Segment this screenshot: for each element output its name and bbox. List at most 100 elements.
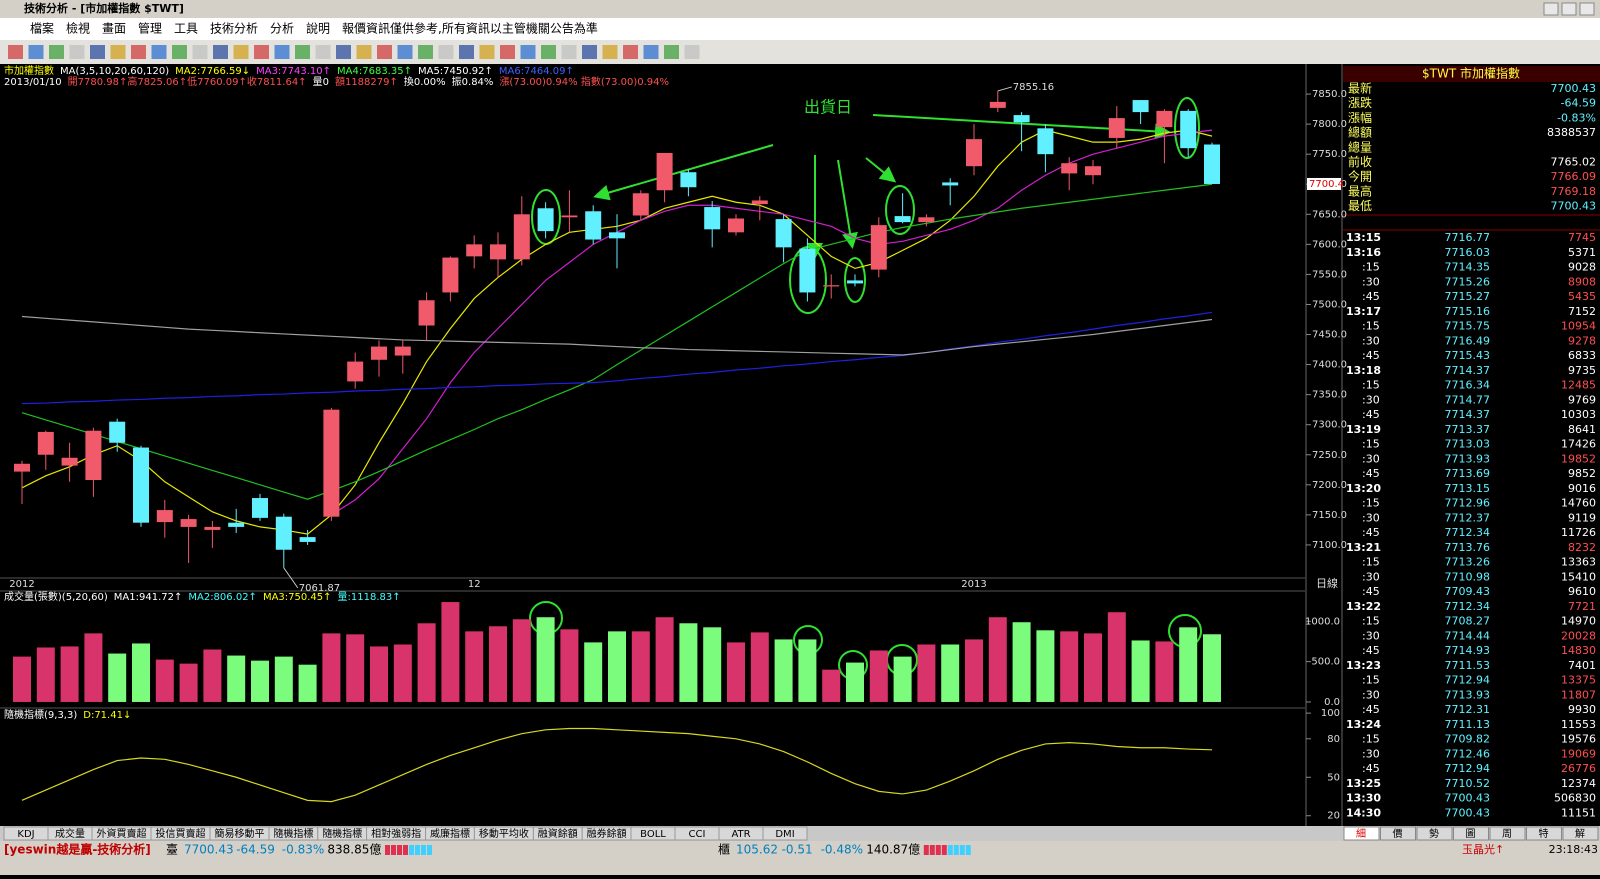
indicator-tab-label[interactable]: 移動平均收 bbox=[479, 827, 529, 840]
toolbar-button[interactable] bbox=[49, 45, 64, 59]
menu-item[interactable]: 說明 bbox=[306, 21, 330, 36]
toolbar-button[interactable] bbox=[336, 45, 351, 59]
candle-body bbox=[656, 152, 673, 191]
indicator-tab-label[interactable]: 隨機指標 bbox=[322, 827, 362, 840]
volume-bar bbox=[489, 626, 507, 702]
menu-item[interactable]: 分析 bbox=[270, 22, 294, 36]
volume-bar bbox=[798, 639, 817, 702]
panel-tab-label[interactable]: 價 bbox=[1393, 827, 1403, 840]
toolbar-button[interactable] bbox=[684, 45, 700, 59]
toolbar-button[interactable] bbox=[643, 45, 659, 59]
indicator-tab-label[interactable]: ATR bbox=[731, 829, 750, 840]
menu-item[interactable]: 檢視 bbox=[66, 21, 90, 36]
maximize-button[interactable] bbox=[1561, 2, 1577, 16]
toolbar-button[interactable] bbox=[418, 45, 433, 59]
indicator-tab[interactable] bbox=[762, 826, 808, 841]
indicator-tab-label[interactable]: DMI bbox=[775, 829, 794, 840]
toolbar-button[interactable] bbox=[479, 45, 495, 59]
toolbar-button[interactable] bbox=[90, 45, 105, 59]
indicator-tab-label[interactable]: 相對強弱指 bbox=[371, 827, 421, 840]
volume-bar bbox=[84, 633, 103, 702]
indicator-tab-label[interactable]: 隨機指標 bbox=[273, 827, 313, 840]
menu-item[interactable]: 畫面 bbox=[102, 21, 126, 36]
indicator-tab-label[interactable]: 投信買賣超 bbox=[156, 827, 206, 840]
panel-tab[interactable] bbox=[1526, 826, 1562, 841]
tick-volume: 7401 bbox=[1568, 659, 1596, 672]
toolbar-button[interactable] bbox=[8, 45, 23, 59]
candle-body bbox=[1061, 163, 1078, 174]
menu-item[interactable]: 管理 bbox=[138, 21, 162, 36]
indicator-tab-label[interactable]: 威廉指標 bbox=[430, 827, 470, 840]
indicator-tab-label[interactable]: 簡易移動平 bbox=[215, 827, 265, 840]
volume-bar bbox=[846, 662, 864, 702]
panel-tab-label[interactable]: 勢 bbox=[1429, 827, 1439, 840]
tick-volume: 9769 bbox=[1568, 393, 1596, 406]
indicator-tab-label[interactable]: KDJ bbox=[17, 829, 34, 840]
toolbar-button[interactable] bbox=[315, 45, 331, 59]
candle-body bbox=[133, 447, 149, 523]
toolbar-button[interactable] bbox=[561, 45, 577, 59]
menu-item[interactable]: 技術分析 bbox=[210, 22, 258, 36]
toolbar-button[interactable] bbox=[500, 45, 515, 59]
tick-price: 7715.43 bbox=[1445, 349, 1491, 362]
toolbar-button[interactable] bbox=[110, 45, 126, 59]
indicator-tab-label[interactable]: 成交量 bbox=[55, 827, 85, 840]
toolbar-button[interactable] bbox=[213, 45, 228, 59]
quote-value: 7700.43 bbox=[1551, 200, 1597, 213]
menu-item[interactable]: 工具 bbox=[174, 22, 198, 36]
toolbar-button[interactable] bbox=[356, 45, 372, 59]
toolbar-button[interactable] bbox=[664, 45, 679, 59]
toolbar-button[interactable] bbox=[623, 45, 638, 59]
status-meter bbox=[409, 845, 414, 855]
close-button[interactable] bbox=[1579, 2, 1595, 16]
candle-body bbox=[942, 182, 959, 186]
header-part: 隨機指標(9,3,3) bbox=[4, 708, 77, 721]
panel-tab-label[interactable]: 細 bbox=[1356, 827, 1366, 840]
panel-tab[interactable] bbox=[1453, 826, 1489, 841]
annotation-arrow bbox=[593, 144, 774, 201]
toolbar-button[interactable] bbox=[459, 45, 474, 59]
header-part: 額1188279↑ bbox=[335, 75, 398, 88]
panel-tab-label[interactable]: 周 bbox=[1502, 828, 1512, 840]
toolbar-button[interactable] bbox=[254, 45, 269, 59]
toolbar-button[interactable] bbox=[582, 45, 597, 59]
indicator-tab-label[interactable]: 融資餘額 bbox=[538, 827, 578, 840]
status-twse: 7700.43 bbox=[184, 843, 234, 857]
indicator-tab-label[interactable]: 外資買賣超 bbox=[97, 827, 147, 840]
menu-item[interactable]: 檔案 bbox=[30, 21, 54, 36]
toolbar-button[interactable] bbox=[28, 45, 44, 59]
panel-tab-label[interactable]: 解 bbox=[1575, 827, 1585, 840]
panel-tab[interactable] bbox=[1343, 826, 1380, 841]
indicator-tab-label[interactable]: BOLL bbox=[640, 829, 666, 840]
toolbar-button[interactable] bbox=[295, 45, 310, 59]
toolbar-button[interactable] bbox=[520, 45, 536, 59]
panel-tab[interactable] bbox=[1562, 826, 1599, 841]
panel-tab-label[interactable]: 圖 bbox=[1466, 828, 1476, 840]
toolbar-button[interactable] bbox=[438, 45, 454, 59]
volume-bar bbox=[679, 623, 698, 702]
menu-item[interactable]: 報價資訊僅供參考,所有資訊以主管機關公告為準 bbox=[342, 21, 598, 36]
toolbar-button[interactable] bbox=[377, 45, 392, 59]
candle-body bbox=[918, 217, 935, 223]
quote-value: 8388537 bbox=[1547, 126, 1596, 139]
toolbar-button[interactable] bbox=[192, 45, 208, 59]
toolbar-button[interactable] bbox=[274, 45, 290, 59]
y-tick-label: 100 bbox=[1321, 708, 1340, 719]
panel-tab[interactable] bbox=[1416, 826, 1453, 841]
minimize-button[interactable] bbox=[1543, 2, 1559, 16]
panel-tab[interactable] bbox=[1380, 826, 1416, 841]
toolbar-button[interactable] bbox=[602, 45, 618, 59]
toolbar-button[interactable] bbox=[541, 45, 556, 59]
panel-tab[interactable] bbox=[1489, 826, 1526, 841]
indicator-tab-label[interactable]: 融券餘額 bbox=[587, 827, 627, 840]
candle-body bbox=[704, 207, 721, 230]
toolbar-button[interactable] bbox=[131, 45, 146, 59]
indicator-tab-label[interactable]: CCI bbox=[689, 829, 706, 840]
toolbar-button[interactable] bbox=[69, 45, 85, 59]
toolbar-button[interactable] bbox=[172, 45, 187, 59]
toolbar-button[interactable] bbox=[151, 45, 167, 59]
toolbar-button[interactable] bbox=[397, 45, 413, 59]
panel-tab-label[interactable]: 特 bbox=[1539, 828, 1549, 840]
volume-bar bbox=[631, 631, 650, 702]
toolbar-button[interactable] bbox=[233, 45, 249, 59]
